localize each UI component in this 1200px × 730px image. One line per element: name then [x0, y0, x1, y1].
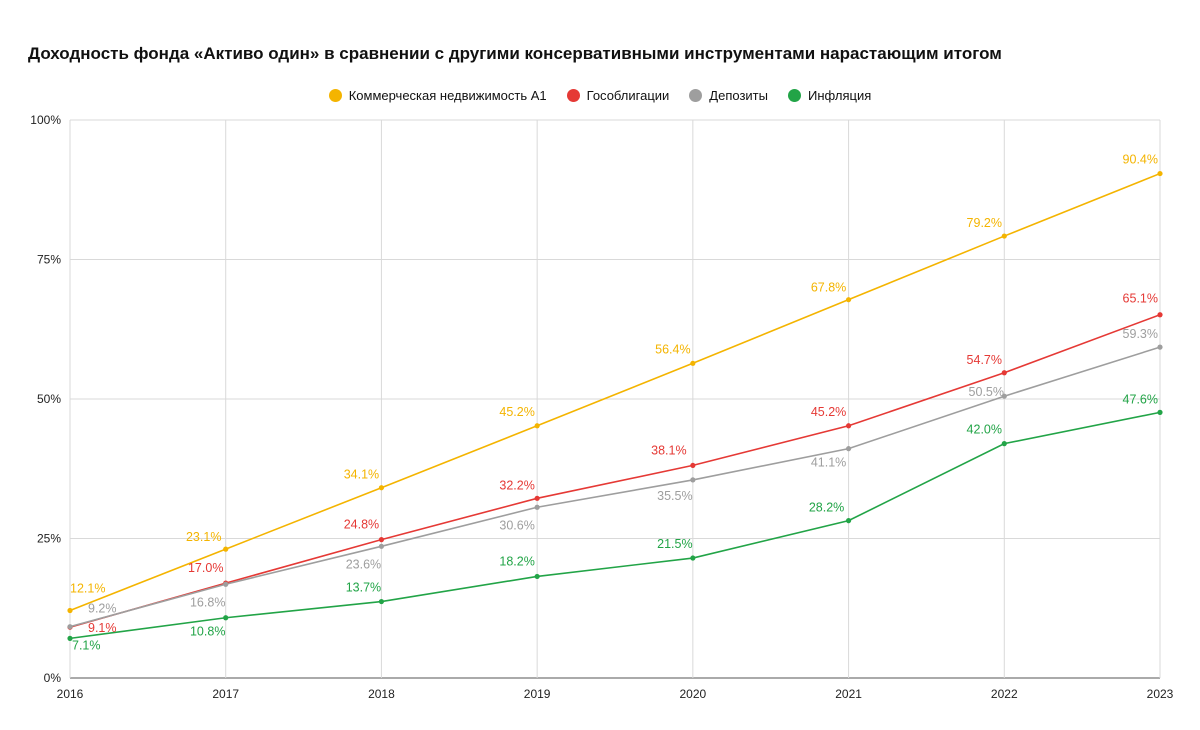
series-line-0 [69, 172, 1161, 612]
legend-swatch-inflation [787, 89, 801, 102]
data-point [534, 423, 540, 429]
data-label: 9.1% [88, 621, 117, 635]
data-label: 34.1% [344, 468, 379, 482]
series-line-1 [69, 313, 1161, 628]
data-point [1001, 233, 1007, 239]
data-label: 23.6% [346, 557, 381, 571]
legend-label-bonds: Гособлигации [586, 88, 670, 103]
data-point [378, 537, 385, 543]
data-point [223, 546, 229, 552]
data-label: 13.7% [346, 581, 381, 595]
data-label: 18.2% [499, 554, 534, 568]
data-point [845, 446, 852, 452]
data-point [845, 423, 852, 429]
data-point [845, 518, 852, 524]
x-tick-label: 2023 [1147, 687, 1174, 701]
data-point [1157, 170, 1163, 177]
y-tick-label: 100% [30, 113, 61, 127]
data-point [534, 504, 540, 510]
data-label: 32.2% [499, 478, 534, 492]
data-label: 50.5% [969, 385, 1004, 399]
data-point [690, 477, 696, 483]
legend-label-deposits: Депозиты [709, 88, 768, 103]
data-label: 7.1% [72, 638, 101, 652]
data-label: 41.1% [811, 456, 846, 470]
data-point [378, 543, 385, 549]
x-tick-label: 2020 [680, 687, 707, 701]
y-tick-label: 25% [37, 532, 61, 546]
data-point [1157, 312, 1163, 318]
data-point [1001, 441, 1007, 447]
data-label: 59.3% [1123, 327, 1158, 341]
series-line-2 [69, 346, 1161, 628]
data-point [1001, 393, 1007, 399]
series-line-3 [69, 411, 1161, 640]
data-point [534, 573, 540, 580]
data-label: 45.2% [499, 405, 534, 419]
x-tick-label: 2022 [991, 687, 1018, 701]
data-label: 10.8% [190, 625, 225, 639]
legend-label-inflation: Инфляция [807, 88, 872, 103]
data-label: 45.2% [811, 405, 846, 419]
data-label: 65.1% [1123, 292, 1158, 306]
data-label: 42.0% [967, 423, 1002, 437]
data-label: 24.8% [344, 518, 379, 532]
y-tick-label: 50% [37, 392, 61, 406]
data-label: 67.8% [811, 281, 846, 295]
x-tick-label: 2016 [57, 687, 84, 701]
data-label: 9.2% [88, 602, 117, 616]
legend-swatch-deposits [689, 89, 703, 102]
x-tick-label: 2018 [368, 687, 395, 701]
x-tick-label: 2017 [212, 687, 239, 701]
chart-title: Доходность фонда «Активо один» в сравнен… [28, 44, 1002, 63]
chart-legend: Коммерческая недвижимость А1 Гособлигаци… [0, 88, 1200, 103]
data-point [690, 360, 696, 366]
data-label: 47.6% [1123, 392, 1158, 406]
data-point [690, 462, 696, 469]
legend-item-inflation[interactable]: Инфляция [787, 88, 872, 103]
data-point [1001, 370, 1007, 376]
data-point [378, 485, 385, 491]
data-point [690, 555, 696, 561]
y-tick-label: 0% [44, 671, 62, 685]
data-point [67, 635, 73, 641]
data-point [67, 624, 73, 630]
data-label: 28.2% [809, 501, 844, 515]
data-label: 38.1% [651, 443, 686, 457]
legend-item-bonds[interactable]: Гособлигации [566, 88, 670, 103]
y-tick-label: 75% [37, 253, 61, 267]
legend-label-commercial: Коммерческая недвижимость А1 [348, 88, 547, 103]
data-label: 23.1% [186, 530, 221, 544]
x-tick-label: 2019 [524, 687, 551, 701]
data-label: 17.0% [188, 561, 223, 575]
x-tick-label: 2021 [835, 687, 862, 701]
data-label: 12.1% [70, 581, 105, 595]
data-point [223, 615, 229, 621]
data-label: 79.2% [967, 216, 1002, 230]
data-label: 16.8% [190, 595, 225, 609]
data-point [223, 581, 229, 587]
legend-swatch-bonds [566, 89, 580, 102]
legend-item-commercial[interactable]: Коммерческая недвижимость А1 [328, 88, 547, 103]
legend-item-deposits[interactable]: Депозиты [689, 88, 768, 103]
data-label: 90.4% [1123, 153, 1158, 167]
data-point [67, 607, 73, 614]
data-label: 54.7% [967, 353, 1002, 367]
legend-swatch-commercial [328, 89, 342, 102]
data-point [1157, 344, 1163, 350]
data-label: 21.5% [657, 537, 692, 551]
data-point [1157, 409, 1163, 415]
data-point [534, 495, 540, 501]
data-label: 56.4% [655, 342, 690, 356]
data-point [378, 598, 385, 605]
data-label: 35.5% [657, 489, 692, 503]
data-point [845, 297, 852, 303]
data-label: 30.6% [499, 518, 534, 532]
